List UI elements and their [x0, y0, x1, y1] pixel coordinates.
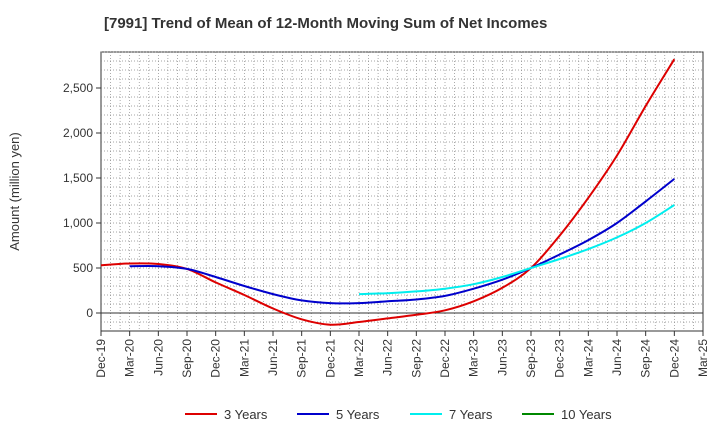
series-line-5-years [129, 178, 675, 305]
y-tick-label: 2,500 [63, 81, 93, 95]
series-line-7-years [358, 204, 675, 296]
x-tick-label: Sep-21 [295, 339, 309, 378]
x-tick-label: Jun-24 [610, 339, 624, 376]
x-tick-label: Dec-22 [438, 339, 452, 378]
x-tick-label: Jun-22 [381, 339, 395, 376]
y-tick-label: 500 [73, 261, 93, 275]
y-tick-label: 1,500 [63, 171, 93, 185]
x-tick-label: Jun-21 [266, 339, 280, 376]
x-tick-label: Sep-20 [180, 339, 194, 378]
grid-lines [101, 51, 703, 331]
y-tick-label: 0 [86, 306, 93, 320]
x-tick-label: Dec-23 [553, 339, 567, 378]
plot-area [100, 51, 704, 332]
legend-label-7-years: 7 Years [449, 407, 493, 422]
legend-label-10-years: 10 Years [561, 407, 612, 422]
x-tick-label: Mar-23 [467, 339, 481, 377]
x-tick-label: Sep-24 [639, 339, 653, 378]
x-tick-label: Sep-23 [524, 339, 538, 378]
y-tick-label: 1,000 [63, 216, 93, 230]
x-tick-label: Sep-22 [409, 339, 423, 378]
series-line-3-years [100, 58, 676, 326]
legend-label-3-years: 3 Years [224, 407, 268, 422]
x-tick-label: Dec-21 [323, 339, 337, 378]
x-tick-label: Mar-24 [581, 339, 595, 377]
legend-label-5-years: 5 Years [336, 407, 380, 422]
x-tick-label: Dec-20 [209, 339, 223, 378]
x-tick-label: Mar-25 [696, 339, 710, 377]
x-tick-label: Mar-21 [237, 339, 251, 377]
x-tick-label: Dec-19 [94, 339, 108, 378]
y-tick-label: 2,000 [63, 126, 93, 140]
x-tick-label: Jun-20 [151, 339, 165, 376]
x-tick-label: Jun-23 [495, 339, 509, 376]
x-tick-label: Mar-20 [123, 339, 137, 377]
x-tick-label: Dec-24 [667, 339, 681, 378]
x-tick-label: Mar-22 [352, 339, 366, 377]
y-axis-title: Amount (million yen) [7, 132, 22, 251]
chart-title: [7991] Trend of Mean of 12-Month Moving … [104, 15, 548, 32]
